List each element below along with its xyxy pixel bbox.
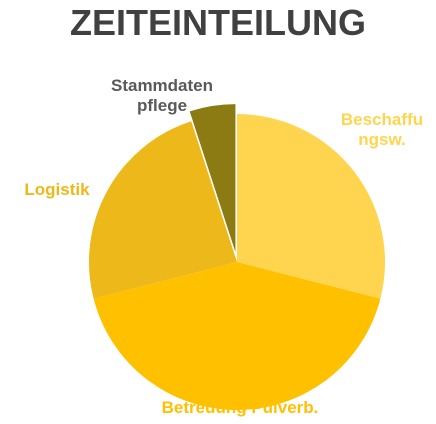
- pie-slice: [93, 262, 381, 411]
- slice-label: Betreuung Pulverb.: [161, 398, 319, 417]
- pie-slice: [88, 121, 237, 299]
- slice-label: Stammdatenpflege: [110, 76, 214, 115]
- chart-title: ZEITEINTEILUNG: [70, 2, 366, 43]
- slice-label: Logistik: [24, 180, 90, 199]
- slice-label: Beschaffungsw.: [340, 110, 424, 149]
- pie-slice: [237, 114, 385, 299]
- pie-slice: [189, 104, 236, 253]
